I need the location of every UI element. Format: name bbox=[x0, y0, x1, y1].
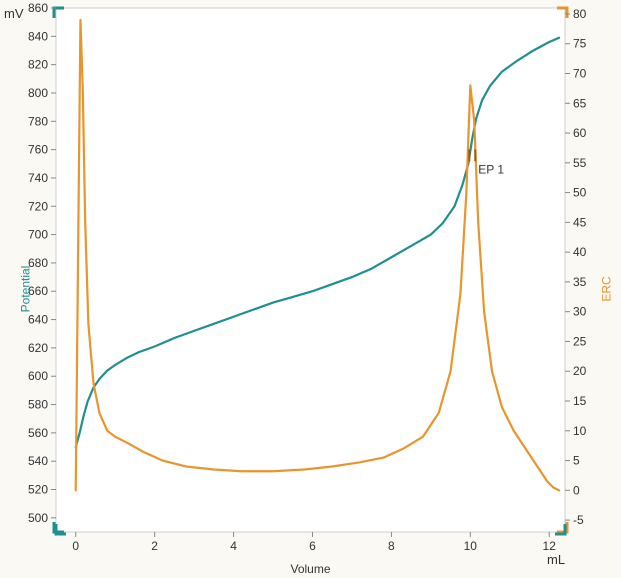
svg-text:2: 2 bbox=[151, 539, 158, 553]
svg-text:-5: -5 bbox=[573, 513, 584, 527]
svg-text:520: 520 bbox=[28, 483, 48, 497]
svg-text:45: 45 bbox=[573, 215, 587, 229]
svg-text:70: 70 bbox=[573, 67, 587, 81]
x-axis-unit: mL bbox=[547, 552, 565, 567]
y-left-axis-label: Potential bbox=[18, 266, 32, 313]
svg-text:25: 25 bbox=[573, 334, 587, 348]
svg-text:700: 700 bbox=[28, 228, 48, 242]
svg-text:15: 15 bbox=[573, 394, 587, 408]
svg-text:55: 55 bbox=[573, 156, 587, 170]
svg-text:30: 30 bbox=[573, 305, 587, 319]
svg-text:EP 1: EP 1 bbox=[478, 162, 504, 176]
svg-text:860: 860 bbox=[28, 1, 48, 15]
svg-text:10: 10 bbox=[573, 424, 587, 438]
svg-text:60: 60 bbox=[573, 126, 587, 140]
svg-text:820: 820 bbox=[28, 58, 48, 72]
svg-text:10: 10 bbox=[464, 539, 478, 553]
svg-text:540: 540 bbox=[28, 454, 48, 468]
svg-text:35: 35 bbox=[573, 275, 587, 289]
svg-text:8: 8 bbox=[388, 539, 395, 553]
svg-text:560: 560 bbox=[28, 426, 48, 440]
svg-text:840: 840 bbox=[28, 29, 48, 43]
svg-text:760: 760 bbox=[28, 143, 48, 157]
x-axis-label: Volume bbox=[290, 562, 330, 576]
svg-text:620: 620 bbox=[28, 341, 48, 355]
chart-container: 5005205405605806006206406606807007207407… bbox=[0, 0, 621, 578]
y-right-axis-label: ERC bbox=[599, 276, 613, 301]
svg-text:5: 5 bbox=[573, 454, 580, 468]
svg-text:640: 640 bbox=[28, 313, 48, 327]
svg-text:740: 740 bbox=[28, 171, 48, 185]
svg-text:12: 12 bbox=[543, 539, 557, 553]
svg-text:780: 780 bbox=[28, 114, 48, 128]
svg-text:80: 80 bbox=[573, 7, 587, 21]
svg-text:65: 65 bbox=[573, 96, 587, 110]
svg-text:580: 580 bbox=[28, 398, 48, 412]
chart-svg: 5005205405605806006206406606807007207407… bbox=[0, 0, 621, 578]
svg-text:500: 500 bbox=[28, 511, 48, 525]
svg-text:20: 20 bbox=[573, 364, 587, 378]
svg-text:50: 50 bbox=[573, 186, 587, 200]
svg-text:6: 6 bbox=[309, 539, 316, 553]
svg-text:600: 600 bbox=[28, 369, 48, 383]
svg-text:75: 75 bbox=[573, 37, 587, 51]
svg-text:0: 0 bbox=[72, 539, 79, 553]
svg-text:0: 0 bbox=[573, 483, 580, 497]
y-left-unit: mV bbox=[4, 6, 24, 21]
svg-text:40: 40 bbox=[573, 245, 587, 259]
svg-text:4: 4 bbox=[230, 539, 237, 553]
svg-text:720: 720 bbox=[28, 199, 48, 213]
svg-text:800: 800 bbox=[28, 86, 48, 100]
